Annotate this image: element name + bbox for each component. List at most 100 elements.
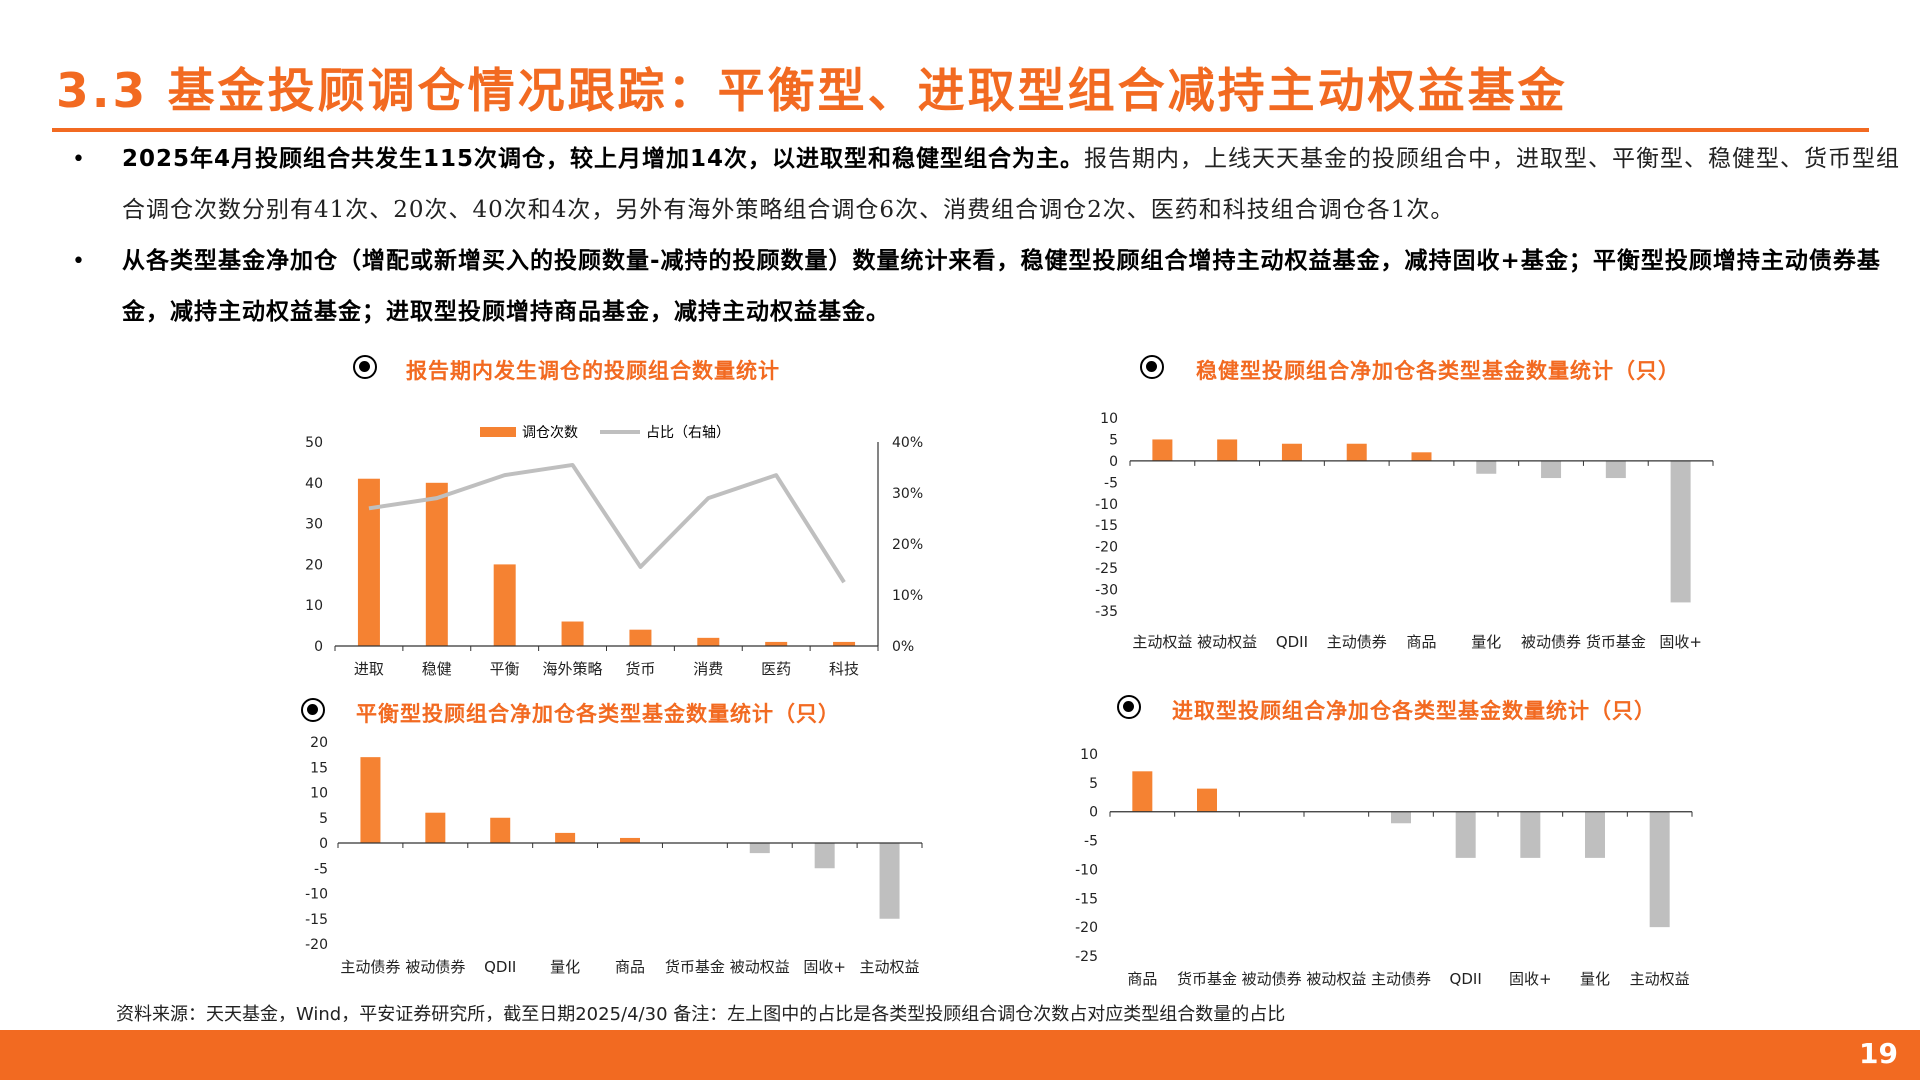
y-tick-label: 10 — [1080, 747, 1098, 763]
bar-mark — [357, 478, 380, 646]
y2-tick-label: 40% — [892, 435, 923, 451]
x-tick-label: 进取 — [354, 660, 384, 678]
bar-mark — [1281, 443, 1302, 461]
bullet-item-1: • 2025年4月投顾组合共发生115次调仓，较上月增加14次，以进取型和稳健型… — [72, 134, 1902, 236]
y-tick-label: -10 — [1075, 862, 1098, 878]
legend-bar-label: 调仓次数 — [522, 425, 578, 441]
chart-title-tr: 稳健型投顾组合净加仓各类型基金数量统计（只） — [1196, 359, 1680, 383]
x-tick-label: 主动权益 — [860, 958, 920, 976]
y-tick-label: 10 — [305, 598, 323, 614]
x-tick-label: 医药 — [761, 660, 791, 678]
x-tick-label: 平衡 — [490, 660, 520, 678]
x-tick-label: QDII — [1450, 970, 1482, 988]
y-tick-label: -5 — [314, 861, 328, 877]
page-title: 3.3 基金投顾调仓情况跟踪：平衡型、进取型组合减持主动权益基金 — [56, 64, 1568, 119]
y-tick-label: -10 — [305, 887, 328, 903]
bullet-2-bold: 从各类型基金净加仓（增配或新增买入的投顾数量-减持的投顾数量）数量统计来看，稳健… — [122, 248, 1881, 325]
title-divider — [52, 128, 1869, 132]
y-tick-label: 0 — [1089, 805, 1098, 821]
y-tick-label: -20 — [305, 937, 328, 953]
y-tick-label: -25 — [1095, 561, 1118, 577]
y-tick-label: 10 — [310, 786, 328, 802]
y-tick-label: -25 — [1075, 949, 1098, 965]
y-tick-label: -15 — [1075, 891, 1098, 907]
radio-bullet-icon — [1117, 695, 1141, 719]
x-tick-label: 被动权益 — [1197, 633, 1257, 651]
x-tick-label: 被动债券 — [405, 958, 465, 976]
bar-mark — [1132, 771, 1153, 812]
bar-mark — [833, 641, 856, 646]
bar-mark — [765, 641, 788, 646]
chart-title-tl: 报告期内发生调仓的投顾组合数量统计 — [406, 359, 780, 383]
x-tick-label: QDII — [484, 958, 516, 976]
y-tick-label: 15 — [310, 760, 328, 776]
bar-mark — [1476, 460, 1497, 474]
x-tick-label: 主动债券 — [1327, 633, 1387, 651]
bar-mark — [879, 843, 900, 919]
x-tick-label: 稳健 — [422, 660, 452, 678]
x-tick-label: 被动权益 — [1306, 970, 1366, 988]
chart-title-br: 进取型投顾组合净加仓各类型基金数量统计（只） — [1172, 699, 1656, 723]
legend-line-swatch — [600, 430, 640, 434]
y-tick-label: 5 — [1089, 776, 1098, 792]
bar-mark — [1455, 811, 1476, 858]
x-tick-label: 商品 — [615, 958, 645, 976]
source-note: 资料来源：天天基金，Wind，平安证券研究所，截至日期2025/4/30 备注：… — [116, 1004, 1286, 1025]
bar-mark — [1670, 460, 1691, 603]
x-tick-label: 消费 — [693, 660, 723, 678]
x-tick-label: 主动债券 — [1371, 970, 1431, 988]
y2-tick-label: 20% — [892, 537, 923, 553]
bar-mark — [1605, 460, 1626, 479]
bar-mark — [555, 832, 576, 843]
x-tick-label: 海外策略 — [543, 660, 603, 678]
bullet-1-text: 报告期内，上线天天基金的投顾组合中，进取型、平衡型、稳健型、货币型组合调仓次数分… — [122, 146, 1901, 223]
x-tick-label: 固收+ — [803, 958, 846, 976]
y2-tick-label: 30% — [892, 486, 923, 502]
y-tick-label: 0 — [1109, 454, 1118, 470]
y-tick-label: 5 — [1109, 432, 1118, 448]
y2-tick-label: 0% — [892, 639, 914, 655]
x-tick-label: 商品 — [1406, 633, 1436, 651]
x-tick-label: 主动权益 — [1630, 970, 1690, 988]
y-tick-label: -10 — [1095, 497, 1118, 513]
bar-mark — [1649, 811, 1670, 928]
bar-mark — [425, 482, 448, 646]
footer-bar — [0, 1030, 1920, 1080]
y-tick-label: -35 — [1095, 604, 1118, 620]
y-tick-label: -20 — [1095, 540, 1118, 556]
legend-bar-swatch — [480, 427, 516, 437]
x-tick-label: 被动权益 — [730, 958, 790, 976]
x-tick-label: 固收+ — [1659, 633, 1702, 651]
bullet-list: • 2025年4月投顾组合共发生115次调仓，较上月增加14次，以进取型和稳健型… — [72, 134, 1902, 338]
bar-mark — [697, 637, 720, 646]
bar-mark — [1541, 460, 1562, 479]
series-line-ratio — [368, 462, 846, 584]
y-tick-label: 50 — [305, 435, 323, 451]
bar-mark — [1152, 439, 1173, 461]
y-tick-label: 30 — [305, 517, 323, 533]
x-tick-label: 被动债券 — [1242, 970, 1302, 988]
page-number: 19 — [1859, 1037, 1898, 1070]
bar-mark — [493, 564, 516, 646]
y2-tick-label: 10% — [892, 588, 923, 604]
x-tick-label: 货币基金 — [665, 958, 725, 976]
x-tick-label: 商品 — [1127, 970, 1157, 988]
x-tick-label: 货币基金 — [1586, 633, 1646, 651]
bar-mark — [1520, 811, 1541, 858]
bullet-item-2: • 从各类型基金净加仓（增配或新增买入的投顾数量-减持的投顾数量）数量统计来看，… — [72, 236, 1902, 338]
y-tick-label: -5 — [1104, 475, 1118, 491]
x-tick-label: 量化 — [1580, 970, 1610, 988]
y-tick-label: -30 — [1095, 583, 1118, 599]
y-tick-label: -5 — [1084, 834, 1098, 850]
y-tick-label: 40 — [305, 476, 323, 492]
bar-mark — [360, 757, 381, 843]
bar-mark — [1346, 443, 1367, 461]
bar-mark — [1585, 811, 1605, 858]
y-tick-label: 10 — [1100, 411, 1118, 427]
bar-mark — [1391, 811, 1411, 824]
bullet-1-bold: 2025年4月投顾组合共发生115次调仓，较上月增加14次，以进取型和稳健型组合… — [122, 146, 1085, 172]
x-tick-label: 主动权益 — [1132, 633, 1192, 651]
radio-bullet-icon — [353, 355, 377, 379]
x-tick-label: 科技 — [829, 660, 859, 678]
